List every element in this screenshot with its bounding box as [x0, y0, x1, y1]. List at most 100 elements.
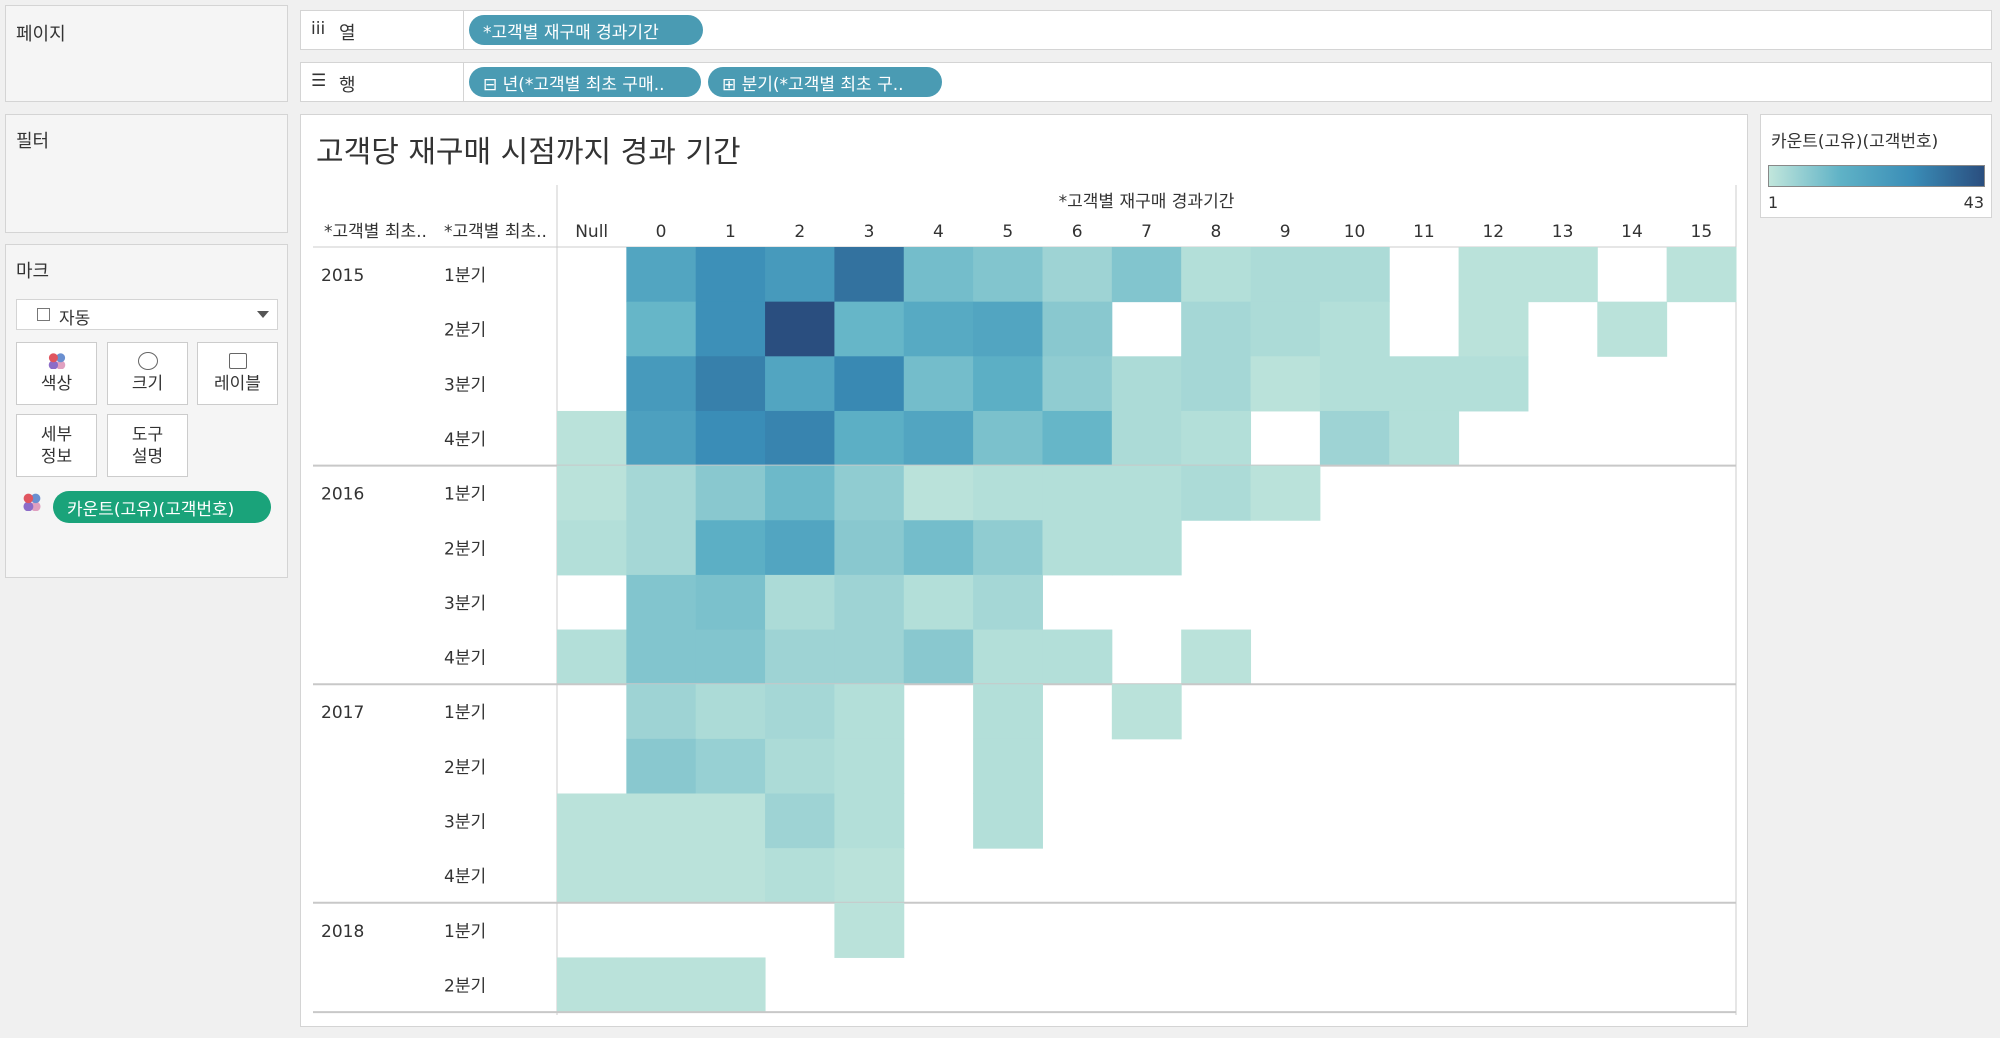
heat-cell: [834, 738, 905, 794]
heat-cell: [765, 848, 835, 904]
mark-button[interactable]: 세부 정보: [16, 414, 97, 477]
heat-cell: [1111, 465, 1182, 521]
heat-cell: [834, 356, 905, 412]
column-label: 10: [1344, 222, 1366, 242]
heat-cell: [765, 465, 835, 521]
heat-cell: [973, 301, 1043, 357]
button-label: 크기: [131, 373, 164, 394]
heat-cell: [695, 356, 766, 412]
row-header: *고객별 최초..: [444, 222, 547, 242]
dropdown-icon: [37, 308, 50, 321]
shelf-label: 열: [339, 23, 356, 44]
heat-cell: [1111, 520, 1182, 576]
heat-cell: [903, 247, 974, 303]
heat-cell: [903, 574, 974, 631]
heat-cell: [1458, 356, 1529, 412]
button-icon: [228, 352, 247, 369]
legend-min: 1: [1768, 193, 1779, 212]
heat-cell: [695, 520, 766, 576]
heat-cell: [695, 957, 766, 1013]
mark-button[interactable]: 색상: [16, 342, 97, 405]
column-label: 2: [794, 222, 805, 242]
shelf-divider: [463, 63, 464, 101]
column-label: 9: [1280, 222, 1291, 242]
heat-cell: [626, 247, 697, 303]
heat-cell: [834, 684, 905, 740]
mark-button[interactable]: 도구 설명: [107, 414, 188, 477]
quarter-label: 2분기: [444, 539, 486, 559]
heat-cell: [1181, 247, 1252, 303]
quarter-label: 3분기: [444, 375, 486, 395]
heat-cell: [626, 793, 697, 849]
shelf-pill[interactable]: ⊞ 분기(*고객별 최초 구..: [708, 67, 942, 97]
button-label: 세부 정보: [40, 424, 73, 467]
quarter-label: 4분기: [444, 867, 486, 887]
heat-cell: [626, 629, 697, 685]
heat-cell: [1527, 247, 1598, 303]
heat-cell: [765, 410, 835, 467]
heat-cell: [557, 520, 627, 576]
mark-type-dropdown[interactable]: 자동: [16, 299, 278, 330]
heat-cell: [973, 793, 1043, 849]
heat-cell: [765, 684, 835, 740]
mark-pill-icon: [23, 493, 41, 511]
heat-cell: [1319, 301, 1390, 357]
heat-cell: [1319, 356, 1390, 412]
heat-cell: [973, 410, 1043, 467]
heat-cell: [695, 738, 766, 794]
column-label: 14: [1621, 222, 1643, 242]
filters-card: 필터: [5, 114, 288, 233]
button-label: 레이블: [214, 373, 261, 394]
column-label: 7: [1141, 222, 1152, 242]
heat-cell: [557, 793, 627, 849]
heat-cell: [695, 684, 766, 740]
heat-cell: [626, 848, 697, 904]
heat-cell: [1250, 465, 1321, 521]
heat-cell: [903, 520, 974, 576]
heat-cell: [626, 301, 697, 357]
heat-cell: [903, 465, 974, 521]
heat-cell: [765, 738, 835, 794]
heat-cell: [1458, 247, 1529, 303]
heat-cell: [1111, 247, 1182, 303]
heat-cell: [626, 410, 697, 467]
filters-title: 필터: [16, 131, 50, 152]
button-label: 도구 설명: [131, 424, 164, 467]
mark-button[interactable]: 크기: [107, 342, 188, 405]
heat-cell: [695, 848, 766, 904]
marks-card: 마크 자동 색상 크기 레이블 세부 정보 도구 설명 카운트(고유)(고객번호): [5, 244, 288, 578]
heat-cell: [695, 574, 766, 631]
heat-cell: [695, 410, 766, 467]
quarter-label: 3분기: [444, 813, 486, 833]
heat-cell: [626, 957, 697, 1013]
column-label: 1: [725, 222, 736, 242]
shelf-pill[interactable]: ⊟ 년(*고객별 최초 구매..: [469, 67, 701, 97]
column-label: 12: [1482, 222, 1504, 242]
year-label: 2015: [321, 266, 364, 286]
heat-cell: [765, 574, 835, 631]
year-label: 2016: [321, 485, 364, 505]
heat-cell: [903, 629, 974, 685]
heat-cell: [765, 301, 835, 357]
heat-cell: [695, 629, 766, 685]
legend-card: 카운트(고유)(고객번호) 1 43: [1760, 114, 1992, 218]
button-label: 색상: [40, 373, 73, 394]
quarter-label: 1분기: [444, 703, 486, 723]
heat-cell: [903, 410, 974, 467]
heat-cell: [973, 247, 1043, 303]
mark-pill[interactable]: 카운트(고유)(고객번호): [53, 491, 271, 523]
heat-cell: [695, 247, 766, 303]
heat-cell: [695, 465, 766, 521]
shelf-pill[interactable]: *고객별 재구매 경과기간: [469, 15, 703, 45]
shelf: iii 열 *고객별 재구매 경과기간: [300, 10, 1992, 50]
button-icon: [137, 351, 158, 370]
legend-gradient: [1768, 165, 1985, 187]
heat-cell: [765, 247, 835, 303]
mark-button[interactable]: 레이블: [197, 342, 278, 405]
column-label: 11: [1413, 222, 1435, 242]
heat-cell: [1181, 629, 1252, 685]
heat-cell: [765, 356, 835, 412]
year-label: 2018: [321, 922, 364, 942]
column-label: Null: [575, 222, 608, 242]
